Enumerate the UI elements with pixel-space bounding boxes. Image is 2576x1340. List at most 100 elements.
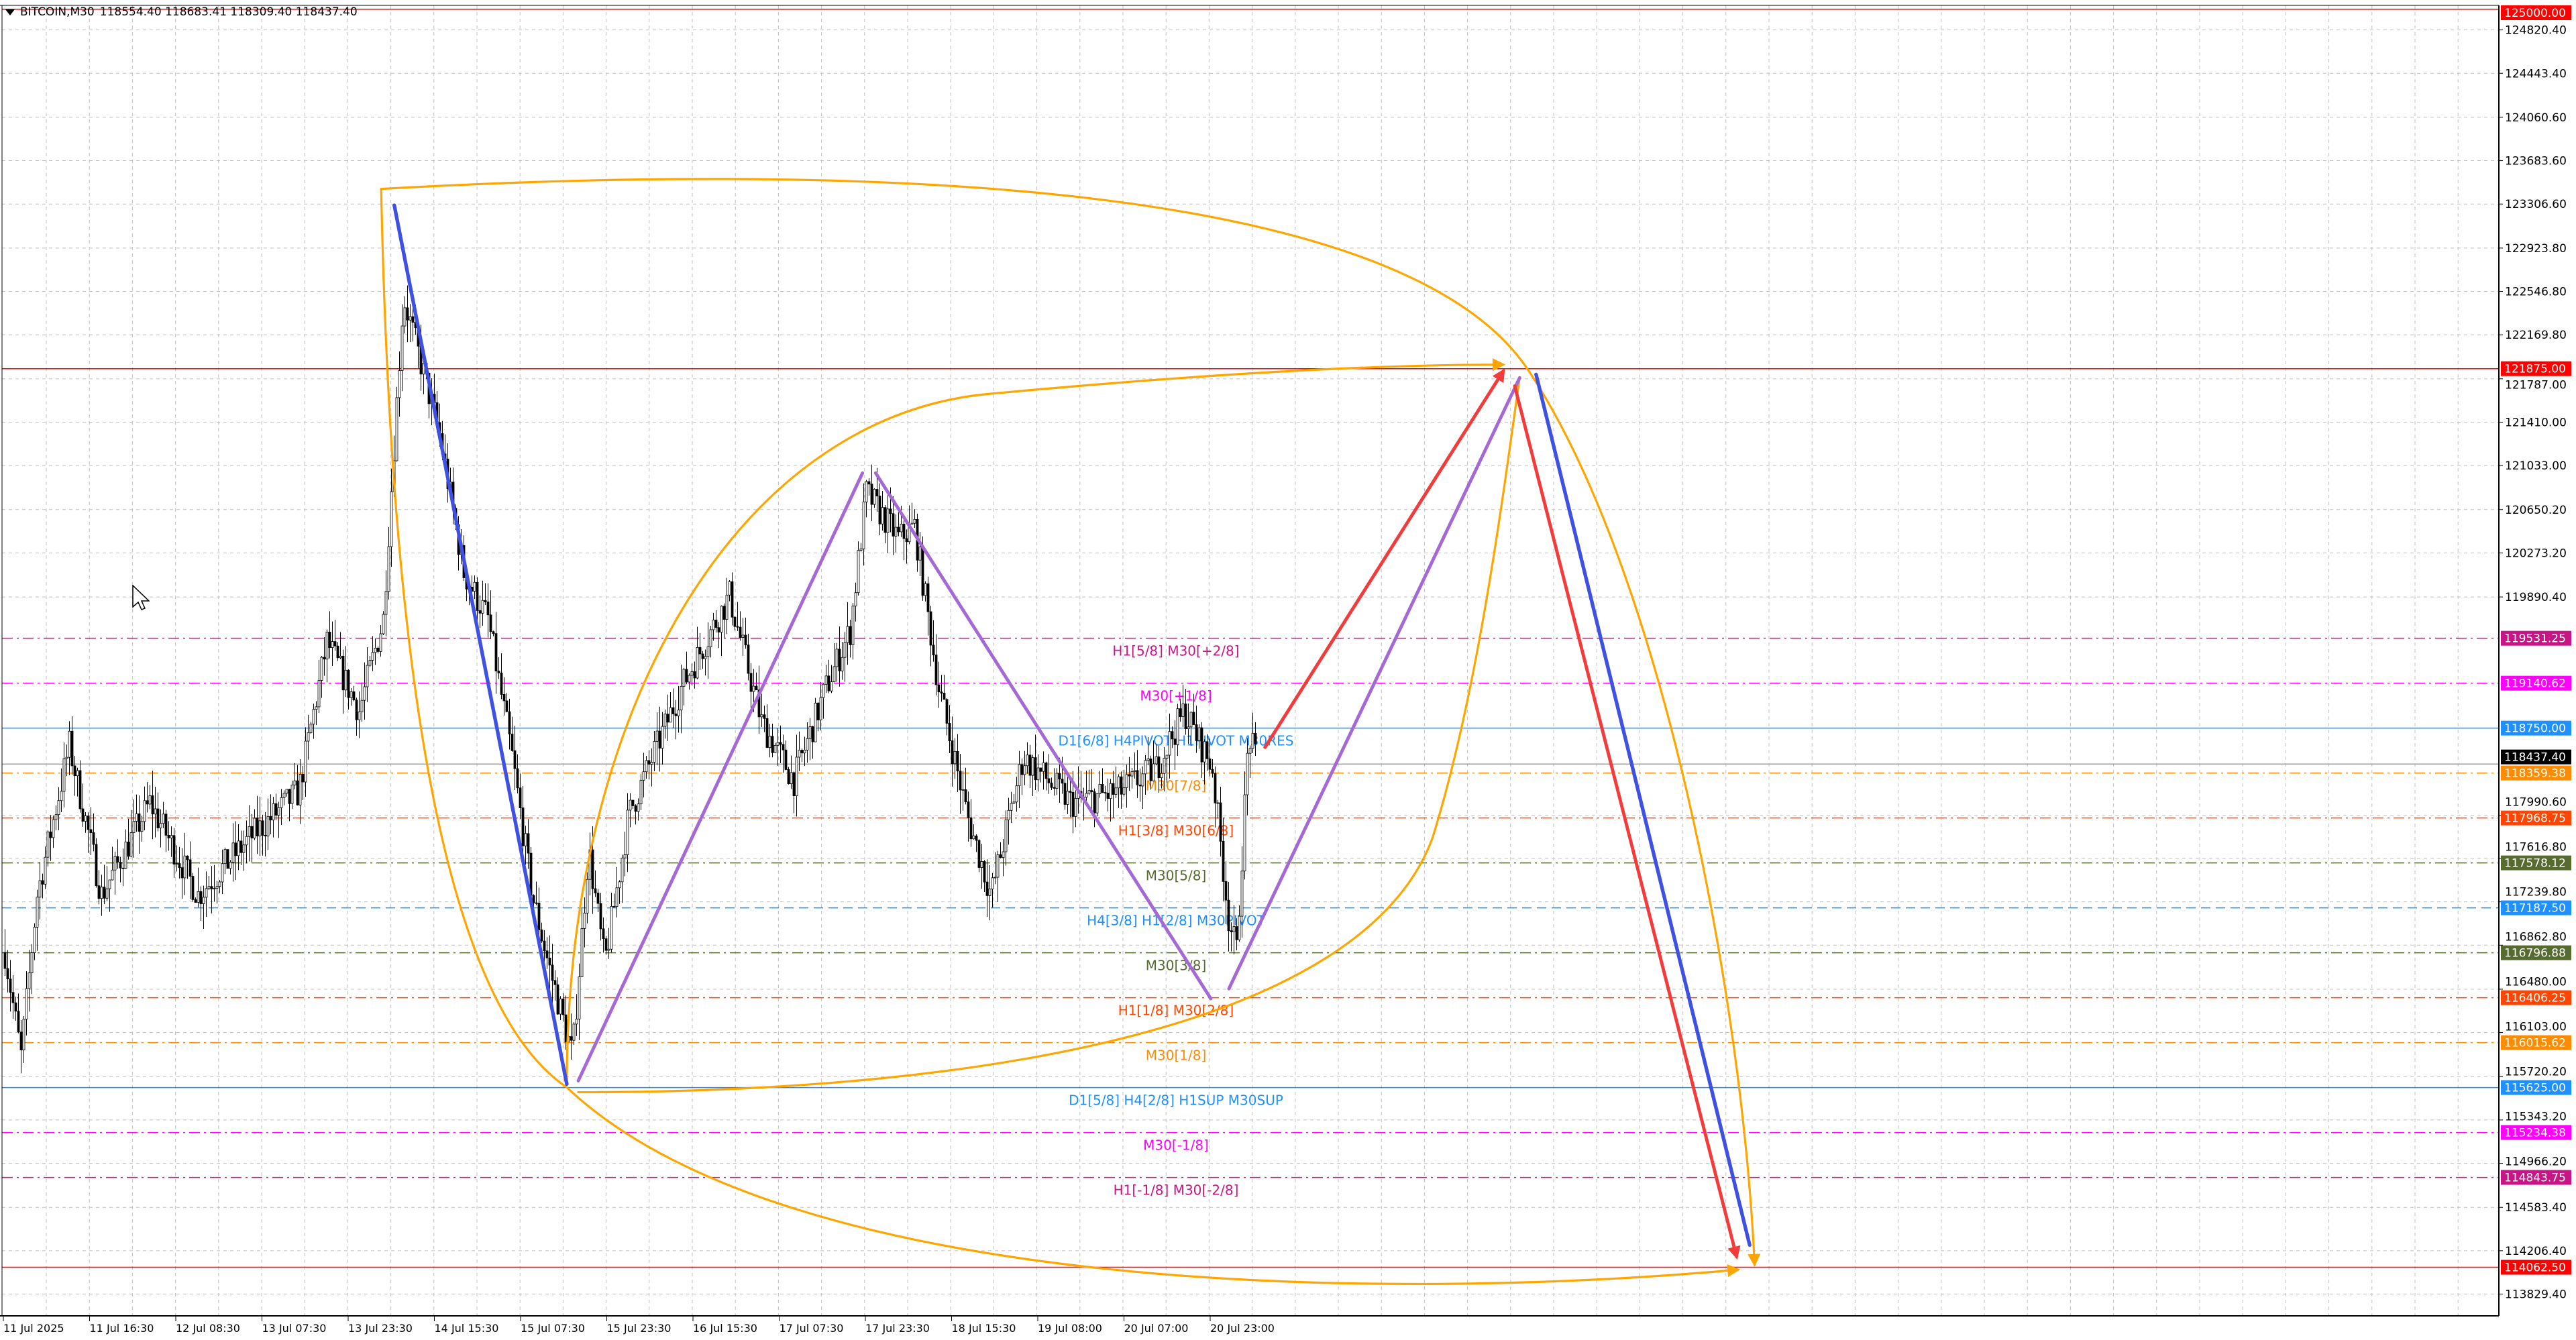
candle-bull [473,581,476,592]
candle-bull [360,700,364,712]
candle-bear [905,538,908,543]
candle-bull [170,835,173,838]
red-arrow-up[interactable] [1263,368,1505,749]
candle-bear [156,808,160,828]
candle-bull [706,647,710,657]
candle-bull [237,840,240,856]
candle-bear [948,723,951,741]
purple-zigzag-line[interactable] [873,471,1213,1001]
time-tick-label: 15 Jul 23:30 [607,1322,672,1335]
candle-bear [1069,791,1072,793]
candle-bull [725,594,729,620]
price-axis[interactable]: 124820.40 124443.40 124060.60 123683.60 1233… [2499,5,2571,1302]
candle-bull [1160,773,1163,779]
candle-bear [932,645,935,655]
price-level-badge-text: 116015.62 [2504,1037,2566,1050]
orange-inner-bottom-curve[interactable] [577,376,1521,1094]
candle-bull [215,886,219,889]
dropdown-triangle-icon[interactable] [5,9,15,15]
price-level-badge [2501,5,2571,20]
candle-bear [347,669,350,698]
price-level-badge-text: 121875.00 [2504,363,2566,376]
orange-inner-top-curve[interactable] [566,358,1506,1085]
candle-bear [376,647,380,652]
candle-bull [653,741,656,763]
candle-bear [755,685,758,691]
time-axis[interactable]: 11 Jul 2025 11 Jul 16:30 12 Jul 08:30 13 Ju… [3,1316,1275,1335]
candle-bear [508,711,511,734]
candle-bull [900,524,903,533]
candle-bull [1018,764,1021,787]
time-tick-label: 12 Jul 08:30 [176,1322,240,1335]
candle-bear [634,805,637,812]
price-level-badge [2501,1080,2571,1095]
price-tick-label: 114206.40 [2505,1245,2567,1258]
level-label: D1[5/8] H4[2/8] H1SUP M30SUP [1069,1093,1283,1109]
candle-bear [744,634,747,646]
candle-bear [17,1011,20,1033]
price-level-badge [2501,945,2571,960]
candle-bull [266,816,270,837]
candle-bear [14,1002,17,1012]
candle-bear [1205,741,1209,759]
candle-bull [309,724,313,733]
candle-bear [757,689,761,718]
candle-bull [339,655,342,659]
blue-trend-line[interactable] [1534,372,1752,1247]
current-price-badge-text: 118437.40 [2504,751,2566,765]
candle-bear [296,780,299,805]
candle-bear [1235,926,1238,940]
candle-bear [341,655,345,691]
candle-bull [76,770,79,777]
candle-bear [1028,755,1032,776]
orange-outer-top-curve[interactable] [380,178,1761,1267]
purple-zigzag-line[interactable] [576,471,865,1082]
red-arrow-down[interactable] [1513,384,1741,1260]
candle-bull [841,657,844,671]
candle-bull [304,740,307,783]
candle-bear [1211,769,1214,774]
candle-bull [111,869,114,881]
candle-bull [1010,803,1013,811]
candle-bull [363,686,366,701]
price-tick-label: 115343.20 [2505,1111,2567,1124]
candle-bull [320,657,323,681]
candle-bull [682,669,686,687]
time-tick-label: 17 Jul 07:30 [780,1322,844,1335]
candle-bear [1050,783,1053,788]
candle-bull [242,844,246,853]
candle-bull [36,897,39,928]
candle-bull [621,857,624,883]
candle-bull [1187,726,1190,730]
price-level-badge [2501,1260,2571,1275]
candle-bull [1117,776,1120,789]
candle-bear [811,726,814,742]
candle-bull [728,581,731,596]
price-tick-label: 124060.60 [2505,111,2567,125]
candle-bull [248,826,251,837]
orange-outer-bottom-curve[interactable] [380,188,1741,1286]
candle-bull [1015,785,1018,803]
blue-trend-line[interactable] [392,203,569,1086]
candle-bull [368,660,372,666]
time-tick-label: 19 Jul 08:00 [1038,1322,1102,1335]
candle-bull [371,652,374,661]
price-level-badge [2501,675,2571,691]
candle-bull [331,641,334,648]
level-label: H1[3/8] M30[6/8] [1118,823,1234,839]
purple-zigzag-line[interactable] [1227,376,1521,991]
price-tick-label: 117239.80 [2505,886,2567,899]
time-tick-label: 11 Jul 2025 [3,1322,64,1335]
candle-bull [846,626,849,643]
candle-bull [886,508,890,533]
candle-bull [68,730,71,758]
candle-bull [382,614,385,634]
candle-bear [1112,783,1115,795]
candle-bull [639,779,643,805]
candle-bear [49,831,52,838]
candle-bull [814,702,817,742]
candle-bull [30,952,34,974]
candle-bull [894,526,898,537]
